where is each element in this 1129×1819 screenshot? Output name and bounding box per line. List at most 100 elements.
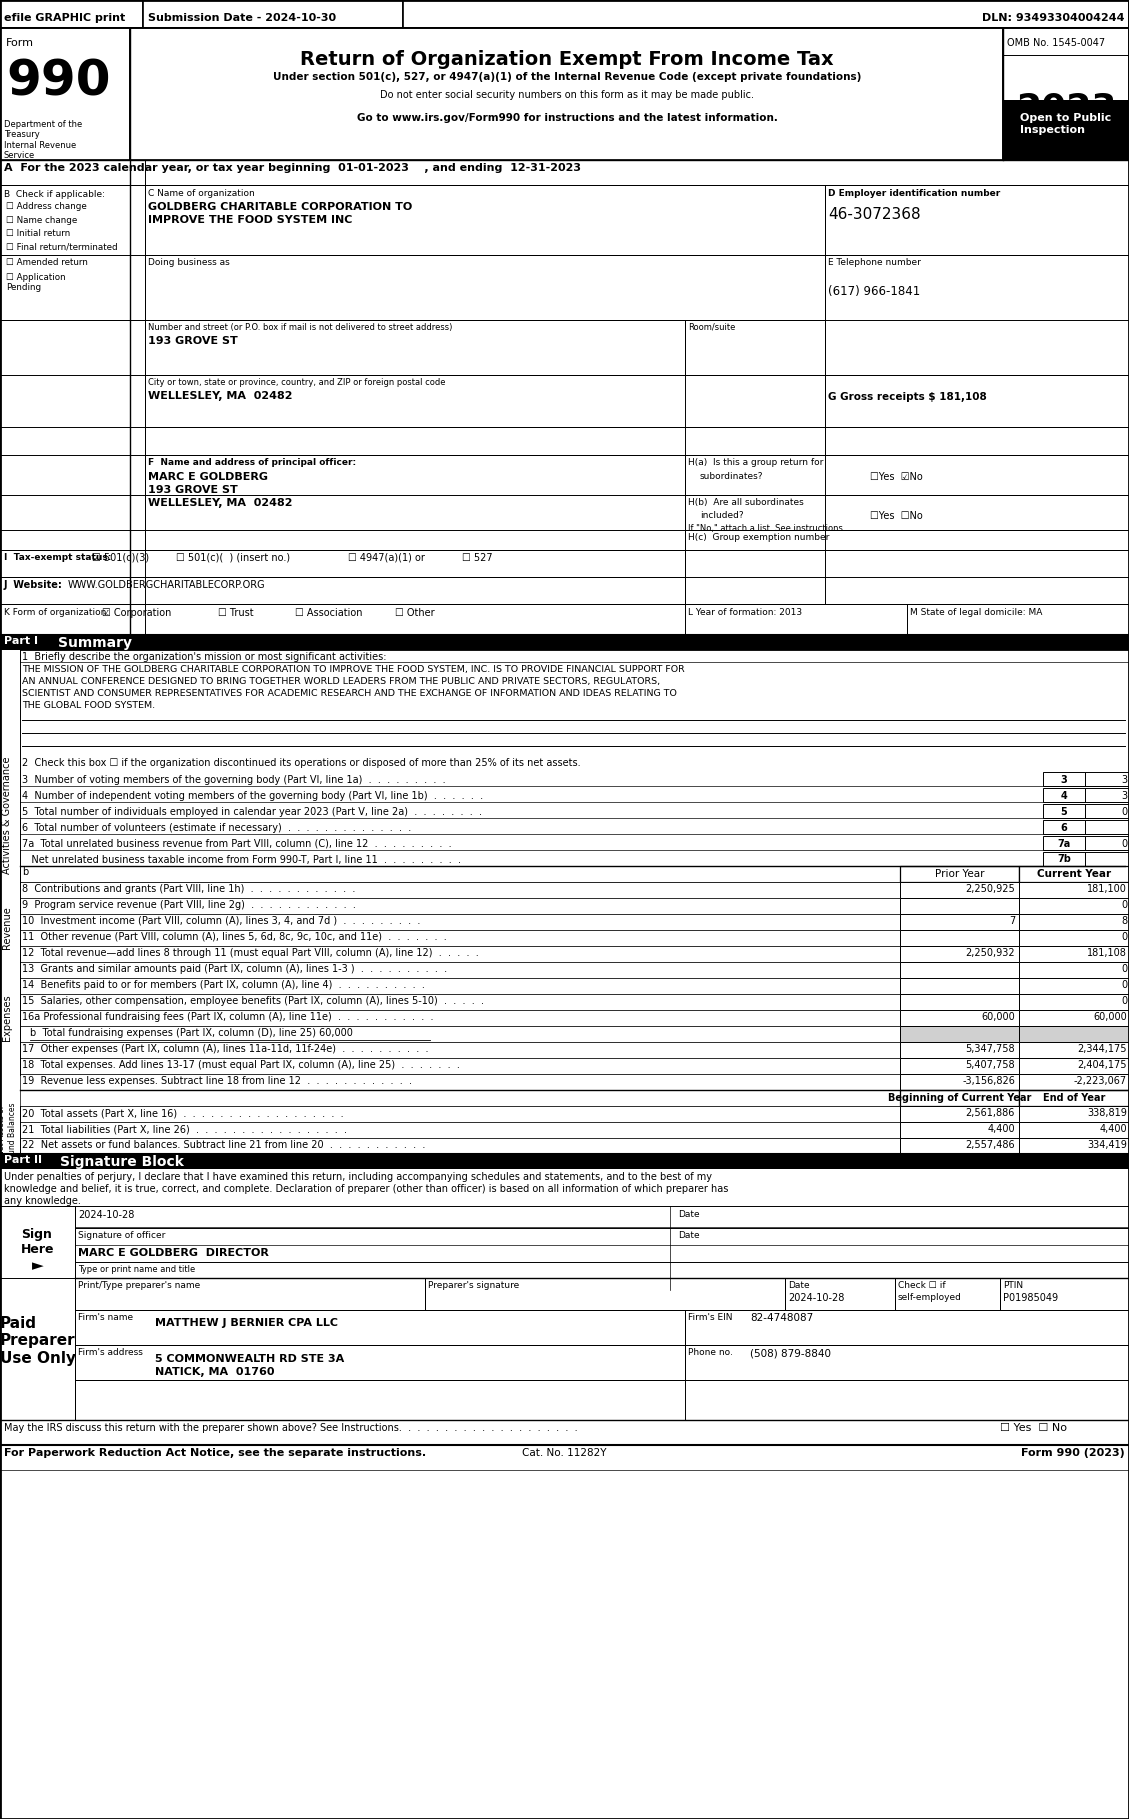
Text: ☐Yes  ☑No: ☐Yes ☑No	[870, 471, 922, 482]
Bar	[425, 1279, 785, 1310]
Text: 2,557,486: 2,557,486	[965, 1141, 1015, 1150]
Bar	[75, 1310, 685, 1344]
Text: 7a: 7a	[1058, 839, 1070, 849]
Text: OMB No. 1545-0047: OMB No. 1545-0047	[1007, 38, 1105, 47]
Text: ☐ Amended return: ☐ Amended return	[6, 258, 88, 267]
Bar	[145, 320, 685, 375]
Bar	[20, 1106, 900, 1122]
Bar	[1019, 913, 1129, 930]
Bar	[1085, 820, 1129, 833]
Text: AN ANNUAL CONFERENCE DESIGNED TO BRING TOGETHER WORLD LEADERS FROM THE PUBLIC AN: AN ANNUAL CONFERENCE DESIGNED TO BRING T…	[21, 677, 660, 686]
Text: 0: 0	[1121, 980, 1127, 990]
Bar	[1019, 1042, 1129, 1059]
Text: Submission Date - 2024-10-30: Submission Date - 2024-10-30	[148, 13, 336, 24]
Text: 0: 0	[1121, 964, 1127, 973]
Text: 2,250,932: 2,250,932	[965, 948, 1015, 959]
Bar	[0, 604, 685, 635]
Text: 14  Benefits paid to or for members (Part IX, column (A), line 4)  .  .  .  .  .: 14 Benefits paid to or for members (Part…	[21, 980, 425, 990]
Bar	[1019, 930, 1129, 946]
Bar	[1000, 1279, 1129, 1310]
Text: b: b	[21, 868, 28, 877]
Bar	[20, 649, 1129, 662]
Bar	[900, 1122, 1019, 1139]
Text: ☐ 501(c)(  ) (insert no.): ☐ 501(c)( ) (insert no.)	[176, 553, 290, 564]
Text: 193 GROVE ST: 193 GROVE ST	[148, 337, 238, 346]
Bar	[895, 1279, 1000, 1310]
Text: 5,407,758: 5,407,758	[965, 1060, 1015, 1070]
Text: 6: 6	[1060, 822, 1067, 833]
Text: For Paperwork Reduction Act Notice, see the separate instructions.: For Paperwork Reduction Act Notice, see …	[5, 1448, 426, 1459]
Bar	[20, 930, 900, 946]
Text: J  Website:: J Website:	[5, 580, 63, 589]
Text: A  For the 2023 calendar year, or tax year beginning  01-01-2023    , and ending: A For the 2023 calendar year, or tax yea…	[5, 164, 581, 173]
Text: ☐ Trust: ☐ Trust	[218, 608, 254, 618]
Text: 60,000: 60,000	[1093, 1011, 1127, 1022]
Bar	[20, 1073, 900, 1090]
Text: Paid
Preparer
Use Only: Paid Preparer Use Only	[0, 1315, 76, 1366]
Text: K Form of organization:: K Form of organization:	[5, 608, 110, 617]
Text: 2,404,175: 2,404,175	[1077, 1060, 1127, 1070]
Text: Under section 501(c), 527, or 4947(a)(1) of the Internal Revenue Code (except pr: Under section 501(c), 527, or 4947(a)(1)…	[273, 73, 861, 82]
Text: Part I: Part I	[5, 637, 38, 646]
Bar	[0, 27, 1129, 160]
Text: 22  Net assets or fund balances. Subtract line 21 from line 20  .  .  .  .  .  .: 22 Net assets or fund balances. Subtract…	[21, 1141, 426, 1150]
Bar	[1019, 1122, 1129, 1139]
Text: Net unrelated business taxable income from Form 990-T, Part I, line 11  .  .  . : Net unrelated business taxable income fr…	[21, 855, 461, 866]
Text: Doing business as: Doing business as	[148, 258, 229, 267]
Text: H(c)  Group exemption number: H(c) Group exemption number	[688, 533, 830, 542]
Text: ☐ Application
Pending: ☐ Application Pending	[6, 273, 65, 293]
Text: Type or print name and title: Type or print name and title	[78, 1264, 195, 1273]
Bar	[900, 1106, 1019, 1122]
Text: ☐ Other: ☐ Other	[395, 608, 435, 618]
Text: b  Total fundraising expenses (Part IX, column (D), line 25) 60,000: b Total fundraising expenses (Part IX, c…	[30, 1028, 353, 1039]
Text: MARC E GOLDBERG: MARC E GOLDBERG	[148, 471, 268, 482]
Text: PTIN: PTIN	[1003, 1281, 1023, 1290]
Text: 15  Salaries, other compensation, employee benefits (Part IX, column (A), lines : 15 Salaries, other compensation, employe…	[21, 997, 484, 1006]
Text: ☑ 501(c)(3): ☑ 501(c)(3)	[91, 553, 149, 564]
Text: 4,400: 4,400	[1100, 1124, 1127, 1133]
Bar	[20, 946, 900, 962]
Text: 12  Total revenue—add lines 8 through 11 (must equal Part VIII, column (A), line: 12 Total revenue—add lines 8 through 11 …	[21, 948, 479, 959]
Bar	[1019, 1059, 1129, 1073]
Bar	[1085, 851, 1129, 866]
Text: Room/suite: Room/suite	[688, 324, 735, 333]
Bar	[0, 1206, 75, 1290]
Text: ►: ►	[32, 1259, 44, 1273]
Text: MATTHEW J BERNIER CPA LLC: MATTHEW J BERNIER CPA LLC	[155, 1319, 338, 1328]
Bar	[900, 1026, 1019, 1042]
Bar	[1019, 1073, 1129, 1090]
Bar	[685, 1344, 1129, 1381]
Bar	[1019, 899, 1129, 913]
Text: WELLESLEY, MA  02482: WELLESLEY, MA 02482	[148, 391, 292, 400]
Bar	[900, 1010, 1019, 1026]
Text: 16a Professional fundraising fees (Part IX, column (A), line 11e)  .  .  .  .  .: 16a Professional fundraising fees (Part …	[21, 1011, 434, 1022]
Text: Open to Public
Inspection: Open to Public Inspection	[1021, 113, 1112, 135]
Text: Prior Year: Prior Year	[935, 869, 984, 879]
Bar	[685, 320, 825, 375]
Bar	[145, 255, 825, 320]
Bar	[1043, 788, 1085, 802]
Text: knowledge and belief, it is true, correct, and complete. Declaration of preparer: knowledge and belief, it is true, correc…	[5, 1184, 728, 1193]
Bar	[1019, 946, 1129, 962]
Text: 990: 990	[6, 58, 111, 106]
Text: 2,561,886: 2,561,886	[965, 1108, 1015, 1119]
Text: (508) 879-8840: (508) 879-8840	[750, 1348, 831, 1359]
Text: GOLDBERG CHARITABLE CORPORATION TO: GOLDBERG CHARITABLE CORPORATION TO	[148, 202, 412, 213]
Bar	[907, 604, 1129, 635]
Bar	[900, 946, 1019, 962]
Text: WELLESLEY, MA  02482: WELLESLEY, MA 02482	[148, 498, 292, 508]
Text: ☐ Association: ☐ Association	[295, 608, 362, 618]
Bar	[825, 255, 1129, 375]
Bar	[0, 1421, 1129, 1444]
Text: 7a  Total unrelated business revenue from Part VIII, column (C), line 12  .  .  : 7a Total unrelated business revenue from…	[21, 839, 452, 849]
Text: (617) 966-1841: (617) 966-1841	[828, 286, 920, 298]
Text: I  Tax-exempt status:: I Tax-exempt status:	[5, 553, 112, 562]
Bar	[900, 979, 1019, 993]
Bar	[1003, 100, 1129, 160]
Text: MARC E GOLDBERG  DIRECTOR: MARC E GOLDBERG DIRECTOR	[78, 1248, 269, 1259]
Text: 7: 7	[1008, 917, 1015, 926]
Text: 8  Contributions and grants (Part VIII, line 1h)  .  .  .  .  .  .  .  .  .  .  : 8 Contributions and grants (Part VIII, l…	[21, 884, 356, 893]
Text: Date: Date	[788, 1281, 809, 1290]
Text: Check ☐ if: Check ☐ if	[898, 1281, 946, 1290]
Bar	[900, 1042, 1019, 1059]
